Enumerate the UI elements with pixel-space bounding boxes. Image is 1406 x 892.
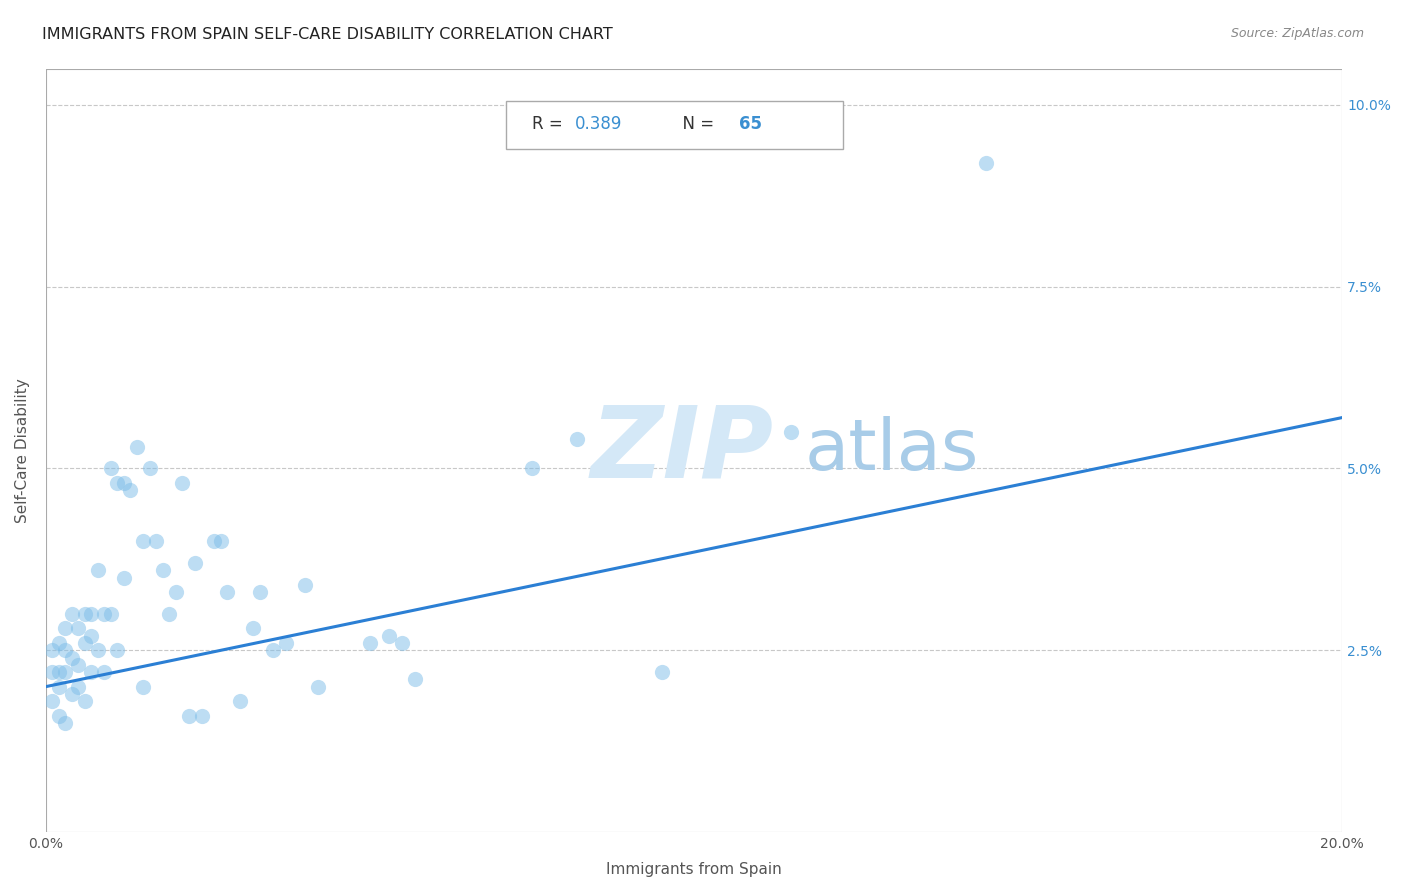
Point (41, 643, 63, 657)
Point (217, 585, 239, 599)
Point (80, 629, 103, 643)
Text: R =: R = (531, 115, 568, 133)
Point (55, 622, 77, 636)
Point (73, 636, 96, 650)
Point (87, 563, 110, 577)
Text: Source: ZipAtlas.com: Source: ZipAtlas.com (1230, 27, 1364, 40)
Point (55, 715, 77, 730)
Point (177, 708, 200, 723)
Point (48, 708, 70, 723)
Point (152, 563, 174, 577)
Point (125, 440, 148, 454)
Point (93, 665, 115, 679)
Point (48, 636, 70, 650)
Point (48, 680, 70, 694)
Point (274, 636, 297, 650)
Point (172, 475, 194, 490)
Point (93, 607, 115, 621)
Text: atlas: atlas (804, 416, 979, 484)
Point (294, 578, 316, 592)
Point (404, 673, 426, 687)
Point (41, 665, 63, 679)
Point (67, 680, 90, 694)
Text: ZIP: ZIP (591, 401, 773, 499)
Point (67, 657, 90, 672)
Point (60, 650, 83, 665)
Point (48, 665, 70, 679)
Point (100, 461, 122, 475)
Y-axis label: Self-Care Disability: Self-Care Disability (15, 378, 30, 523)
Point (120, 483, 142, 498)
Point (249, 585, 271, 599)
Point (112, 475, 135, 490)
Point (145, 534, 167, 549)
Text: IMMIGRANTS FROM SPAIN SELF-CARE DISABILITY CORRELATION CHART: IMMIGRANTS FROM SPAIN SELF-CARE DISABILI… (42, 27, 613, 42)
Point (780, 425, 803, 439)
Point (55, 665, 77, 679)
Point (41, 694, 63, 708)
Point (307, 680, 329, 694)
Text: 65: 65 (740, 115, 762, 133)
Point (184, 556, 207, 570)
Point (229, 694, 252, 708)
Point (157, 607, 180, 621)
Point (67, 622, 90, 636)
Point (132, 680, 155, 694)
Point (60, 607, 83, 621)
Point (651, 665, 673, 679)
Text: N =: N = (672, 115, 720, 133)
Point (100, 607, 122, 621)
Point (60, 687, 83, 701)
Point (204, 534, 226, 549)
Point (378, 629, 401, 643)
Point (87, 643, 110, 657)
Point (73, 607, 96, 621)
Point (391, 636, 413, 650)
Point (262, 643, 284, 657)
Point (80, 607, 103, 621)
X-axis label: Immigrants from Spain: Immigrants from Spain (606, 862, 782, 877)
Point (132, 534, 155, 549)
Point (190, 708, 212, 723)
Point (520, 461, 543, 475)
Point (80, 665, 103, 679)
Text: 0.389: 0.389 (575, 115, 623, 133)
Point (359, 636, 381, 650)
Point (567, 433, 589, 447)
FancyBboxPatch shape (506, 102, 844, 149)
Point (73, 694, 96, 708)
Point (138, 461, 160, 475)
Point (165, 585, 187, 599)
Point (55, 643, 77, 657)
Point (209, 534, 232, 549)
Point (974, 156, 997, 170)
Point (105, 475, 128, 490)
Point (112, 570, 135, 584)
Point (242, 622, 264, 636)
Point (105, 643, 128, 657)
